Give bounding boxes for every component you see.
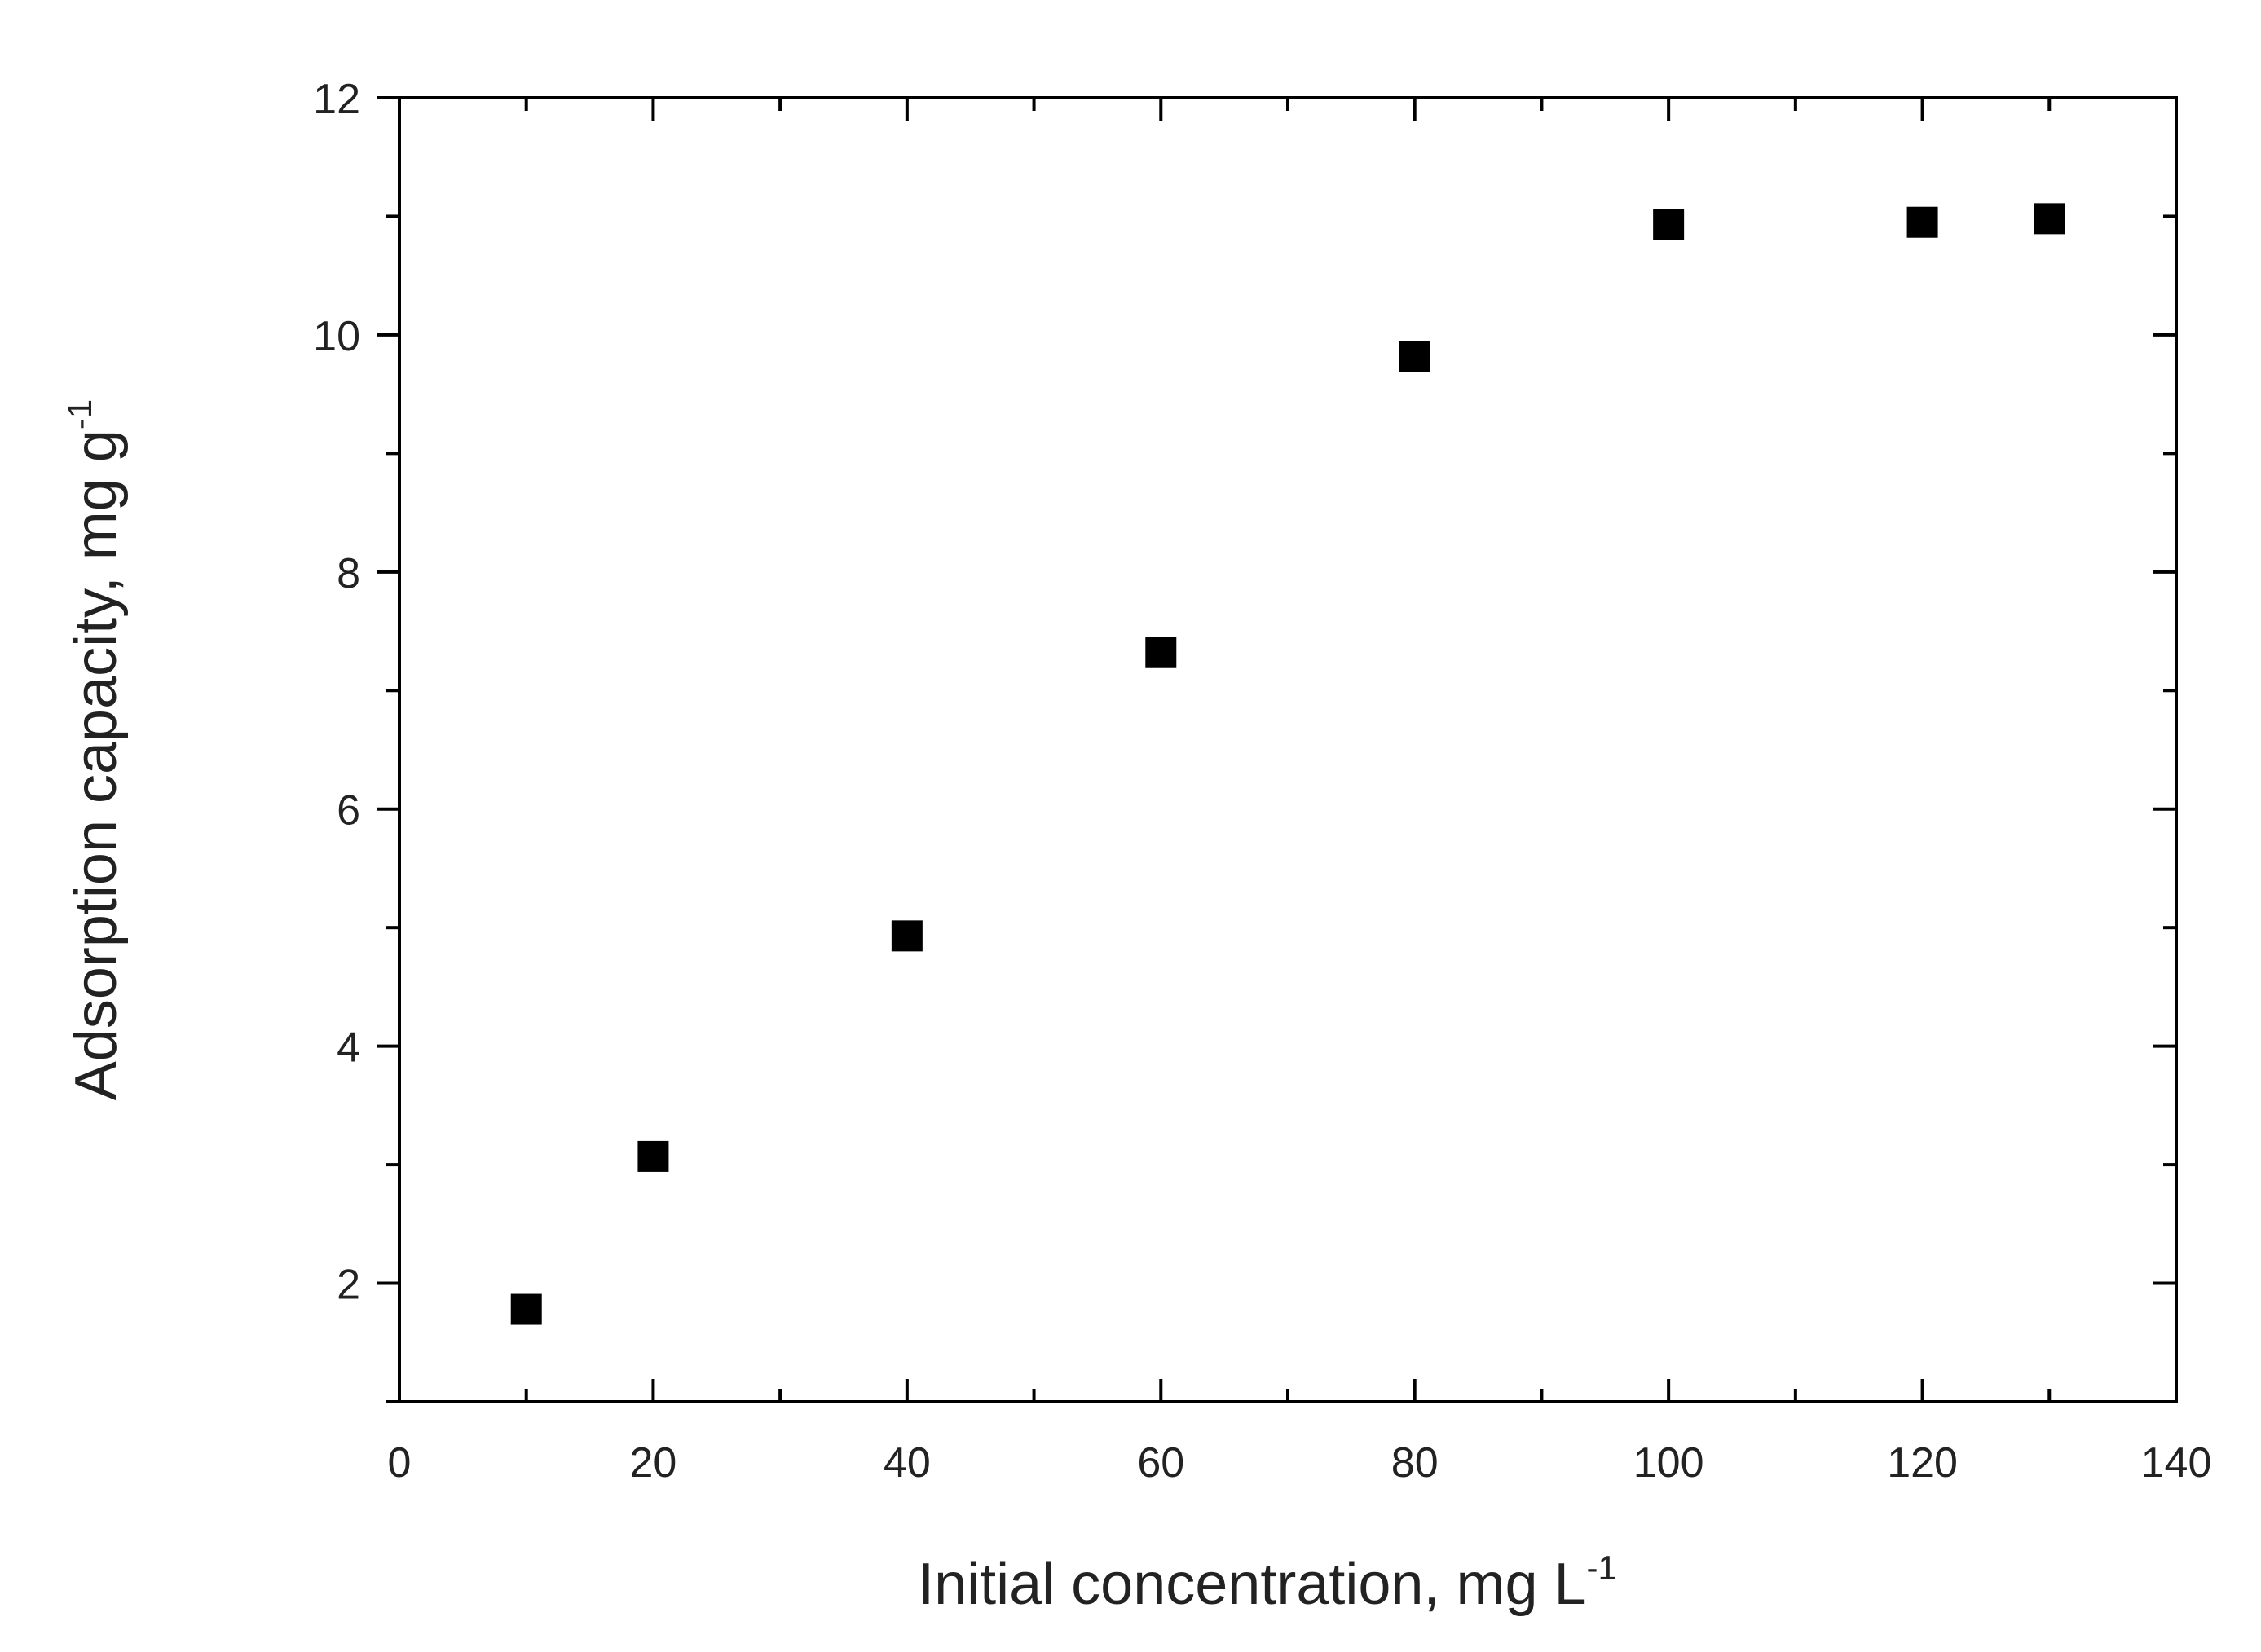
x-axis-title-text: Initial concentration, mg L (918, 1552, 1586, 1617)
axis-ticks (377, 96, 2178, 1403)
data-point (891, 920, 923, 952)
data-point (637, 1140, 669, 1172)
y-tick-label: 2 (337, 1262, 360, 1309)
x-tick-label: 120 (1887, 1439, 1958, 1487)
axis-tick-labels: 0 20 40 60 80 100 120 140 2 4 6 8 10 12 (313, 76, 2211, 1487)
x-tick-label: 100 (1633, 1439, 1704, 1487)
x-tick-label: 80 (1391, 1439, 1439, 1487)
y-tick-label: 6 (337, 787, 360, 835)
data-point (1906, 206, 1938, 238)
data-points (510, 203, 2065, 1325)
x-axis-title: Initial concentration, mg L-1 (918, 1548, 1617, 1617)
data-point (2034, 203, 2065, 235)
x-tick-label: 0 (388, 1439, 412, 1487)
data-point (1145, 637, 1177, 668)
y-axis-title: Adsorption capacity, mg g-1 (60, 399, 129, 1100)
plot-frame (398, 96, 2178, 1403)
y-axis-title-superscript: -1 (60, 399, 99, 430)
y-tick-label: 8 (337, 550, 360, 597)
y-axis-title-text: Adsorption capacity, mg g (64, 430, 129, 1100)
x-tick-label: 20 (630, 1439, 677, 1487)
data-point (1399, 341, 1430, 372)
data-point (510, 1293, 542, 1325)
y-tick-label: 10 (313, 313, 360, 360)
y-tick-label: 4 (337, 1024, 360, 1072)
data-point (1653, 209, 1685, 240)
x-axis-title-superscript: -1 (1587, 1548, 1617, 1587)
x-tick-label: 40 (884, 1439, 931, 1487)
y-tick-label: 12 (313, 76, 360, 123)
x-tick-label: 140 (2141, 1439, 2212, 1487)
x-tick-label: 60 (1137, 1439, 1184, 1487)
